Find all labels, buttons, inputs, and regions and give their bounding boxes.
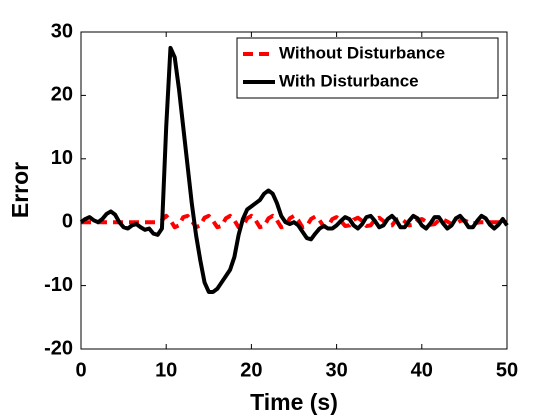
x-axis-label: Time (s) bbox=[250, 389, 338, 415]
series-line bbox=[81, 213, 507, 230]
series-line bbox=[79, 45, 509, 294]
y-tick-label: 0 bbox=[62, 210, 73, 232]
y-tick-label: 10 bbox=[51, 147, 73, 169]
legend-box bbox=[236, 37, 499, 99]
legend-label: Without Disturbance bbox=[279, 43, 445, 62]
x-tick-label: 10 bbox=[155, 359, 177, 381]
x-tick-label: 50 bbox=[496, 359, 518, 381]
x-tick-label: 0 bbox=[75, 359, 86, 381]
x-tick-label: 20 bbox=[240, 359, 262, 381]
axes-box bbox=[80, 31, 508, 350]
y-tick-label: -10 bbox=[44, 274, 73, 296]
y-tick-label: 20 bbox=[51, 84, 73, 106]
y-axis-label: Error bbox=[7, 162, 33, 218]
x-tick-label: 40 bbox=[411, 359, 433, 381]
x-tick-label: 30 bbox=[325, 359, 347, 381]
y-tick-label: 30 bbox=[51, 20, 73, 42]
legend-label: With Disturbance bbox=[279, 71, 419, 90]
y-tick-label: -20 bbox=[44, 337, 73, 359]
